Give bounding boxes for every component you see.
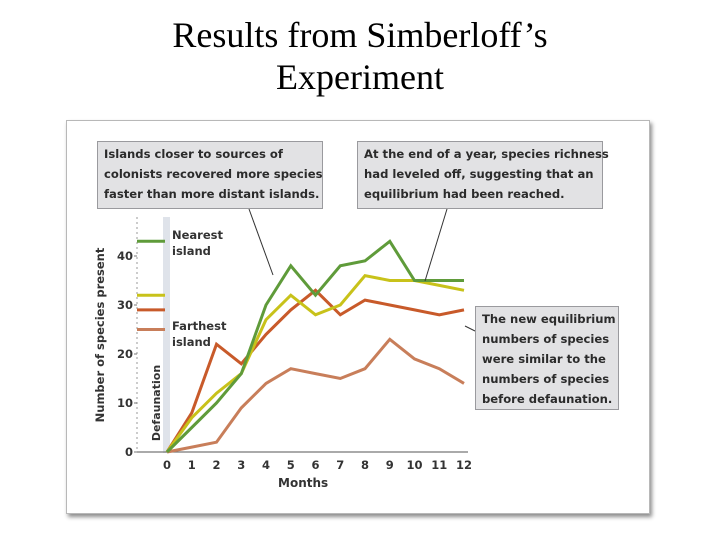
callout-equilibrium-reached-line: had leveled off, suggesting that an — [364, 167, 594, 181]
callout-new-equilibrium-line: before defaunation. — [482, 392, 613, 406]
y-tick-label: 0 — [125, 445, 133, 459]
y-tick-label: 40 — [117, 249, 133, 263]
y-tick-label: 30 — [117, 298, 133, 312]
callout-equilibrium-reached: At the end of a year, species richness h… — [357, 141, 609, 209]
series-line-mid2 — [165, 288, 465, 453]
callout-equilibrium-reached-line: equilibrium had been reached. — [364, 187, 565, 201]
series-line-mid1 — [165, 273, 465, 453]
callout-leader-new-equilibrium — [464, 325, 476, 332]
x-tick-label: 4 — [262, 458, 270, 472]
x-tick-label: 7 — [336, 458, 344, 472]
callout-equilibrium-reached-line: At the end of a year, species richness — [364, 147, 609, 161]
series-label-nearest-line: Nearest — [172, 228, 224, 242]
y-axis-title: Number of species present — [93, 247, 107, 422]
callout-closer-islands-line: Islands closer to sources of — [104, 147, 283, 161]
series-line-farthest — [166, 337, 465, 454]
slide-title-line-2: Experiment — [276, 57, 444, 97]
x-tick-label: 2 — [212, 458, 220, 472]
series-label-farthest-line: island — [172, 335, 211, 349]
callout-new-equilibrium-line: were similar to the — [482, 352, 606, 366]
x-tick-label: 1 — [188, 458, 196, 472]
x-tick-label: 3 — [237, 458, 245, 472]
x-tick-label: 9 — [386, 458, 394, 472]
x-tick-label: 8 — [361, 458, 369, 472]
callout-new-equilibrium-line: numbers of species — [482, 332, 610, 346]
callout-new-equilibrium: The new equilibrium numbers of species w… — [475, 306, 619, 410]
x-tick-label: 11 — [431, 458, 447, 472]
defaunation-label: Defaunation — [150, 365, 163, 441]
callout-new-equilibrium-line: numbers of species — [482, 372, 610, 386]
x-tick-label: 6 — [311, 458, 319, 472]
callout-closer-islands: Islands closer to sources of colonists r… — [97, 141, 323, 209]
callout-new-equilibrium-line: The new equilibrium — [482, 312, 616, 326]
callout-leader-equilibrium — [424, 208, 448, 282]
series-label-farthest-line: Farthest — [172, 319, 227, 333]
series-line-nearest — [165, 239, 464, 454]
x-axis-title: Months — [278, 476, 328, 490]
callout-closer-islands-line: faster than more distant islands. — [104, 187, 320, 201]
y-tick-label: 20 — [117, 347, 133, 361]
x-tick-label: 0 — [163, 458, 171, 472]
series-label-nearest-line: island — [172, 244, 211, 258]
callout-closer-islands-line: colonists recovered more species — [104, 167, 323, 181]
slide-title-line-1: Results from Simberloff’s — [172, 15, 548, 55]
x-tick-label: 5 — [287, 458, 295, 472]
x-tick-label: 12 — [456, 458, 472, 472]
callout-leader-closer-islands — [248, 208, 274, 276]
slide-title: Results from Simberloff’s Experiment — [0, 14, 720, 98]
defaunation-band — [163, 217, 170, 453]
x-tick-label: 10 — [406, 458, 422, 472]
y-tick-label: 10 — [117, 396, 133, 410]
chart-figure: 0 10 20 30 40 0 1 2 3 4 5 6 7 8 9 10 11 12 Months Number of… — [66, 120, 650, 514]
